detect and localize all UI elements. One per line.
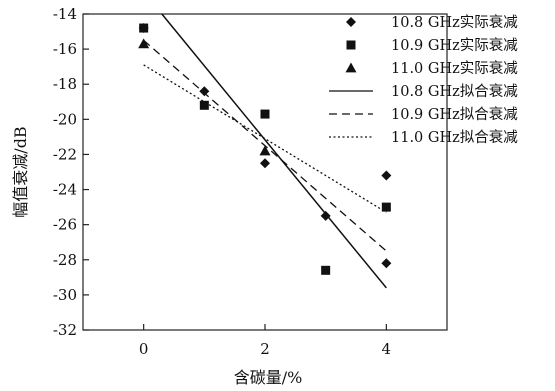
triangle-point (138, 38, 150, 49)
legend-label: 10.8 GHz拟合衰减 (391, 83, 518, 100)
legend-marker-diamond (346, 17, 356, 27)
y-tick-label: -22 (53, 145, 77, 163)
y-tick-label: -28 (53, 251, 77, 269)
legend-label: 11.0 GHz实际衰减 (391, 60, 518, 77)
square-point (321, 265, 331, 275)
legend-marker-square (346, 40, 356, 50)
x-axis-label: 含碳量/% (234, 368, 303, 387)
legend-label: 10.9 GHz拟合衰减 (391, 106, 518, 123)
diamond-point (381, 170, 392, 181)
ticks-layer: -14 -16 -18 -20 -22 -24 -26 -28 -30 -32 0 2 4 (53, 5, 391, 358)
x-tick-label: 4 (382, 340, 392, 358)
y-tick-label: -14 (53, 5, 77, 23)
y-tick-label: -16 (53, 40, 77, 58)
y-tick-label: -20 (53, 110, 77, 128)
legend: 10.8 GHz实际衰减 10.9 GHz实际衰减 11.0 GHz实际衰减 10.8… (329, 14, 518, 146)
y-tick-label: -26 (53, 216, 77, 234)
legend-label: 11.0 GHz拟合衰减 (391, 129, 518, 146)
diamond-point (381, 258, 392, 269)
y-tick-label: -30 (53, 286, 77, 304)
diamond-point (320, 210, 331, 221)
square-point (199, 100, 209, 110)
square-point (381, 202, 391, 212)
points-layer (138, 23, 392, 275)
legend-marker-triangle (345, 62, 357, 73)
legend-label: 10.9 GHz实际衰减 (391, 37, 518, 54)
square-point (260, 109, 270, 119)
legend-label: 10.8 GHz实际衰减 (391, 14, 518, 31)
y-axis-label: 幅值衰减/dB (11, 126, 30, 217)
y-tick-label: -24 (53, 181, 77, 199)
x-tick-label: 2 (260, 340, 270, 358)
y-tick-label: -32 (53, 321, 77, 339)
fit-line-solid (161, 13, 387, 289)
diamond-point (199, 86, 210, 97)
triangle-point (259, 145, 271, 156)
y-tick-label: -18 (53, 75, 77, 93)
x-tick-label: 0 (139, 340, 149, 358)
fit-line-dotted (143, 64, 387, 213)
diamond-point (260, 158, 270, 169)
square-point (139, 23, 149, 33)
